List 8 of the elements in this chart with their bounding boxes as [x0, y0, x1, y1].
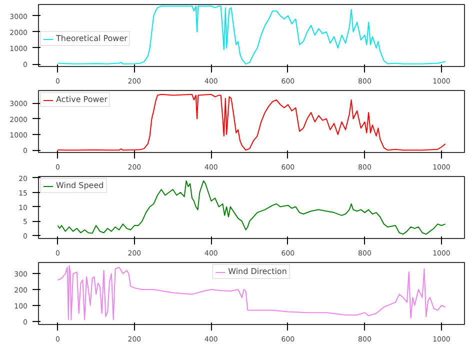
legend-label: Theoretical Power — [56, 34, 128, 43]
line-series — [57, 265, 446, 320]
legend-label: Wind Speed — [56, 181, 104, 190]
legend-label: Active Power — [56, 95, 108, 104]
legend-label: Wind Direction — [228, 267, 287, 276]
line-series — [57, 6, 446, 65]
line-series — [57, 94, 446, 151]
line-series — [57, 180, 446, 235]
